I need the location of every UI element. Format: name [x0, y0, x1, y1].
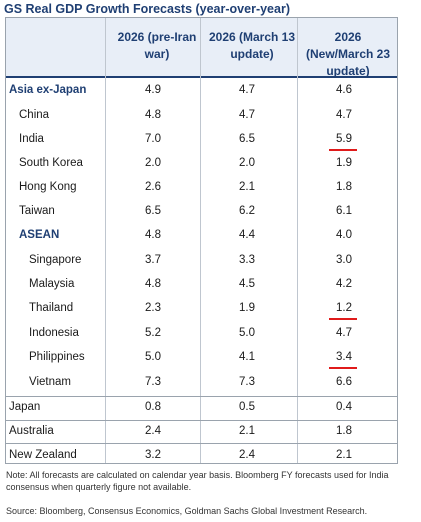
table-row: India 7.0 6.5 5.9 — [6, 129, 397, 153]
table-row: China 4.8 4.7 4.7 — [6, 105, 397, 129]
header-col-march13: 2026 (March 13 update) — [208, 30, 296, 61]
row-value: 4.1 — [239, 351, 255, 363]
row-value: 1.8 — [336, 425, 352, 437]
header-col-pre-iran: 2026 (pre-Iran war) — [117, 30, 197, 61]
row-label: Philippines — [29, 351, 85, 363]
table-row: Japan 0.8 0.5 0.4 — [6, 397, 397, 421]
row-value: 4.7 — [239, 109, 255, 121]
highlight-underline — [329, 318, 357, 320]
row-label: South Korea — [19, 157, 83, 169]
row-value: 3.2 — [145, 449, 161, 461]
footnote: Note: All forecasts are calculated on ca… — [6, 470, 389, 492]
row-value: 4.8 — [145, 278, 161, 290]
row-value: 3.4 — [336, 351, 352, 363]
row-label: New Zealand — [9, 449, 77, 461]
row-value: 1.8 — [336, 181, 352, 193]
row-value: 2.3 — [145, 302, 161, 314]
row-value: 5.9 — [336, 133, 352, 145]
row-value: 0.5 — [239, 401, 255, 413]
row-value: 5.0 — [239, 327, 255, 339]
row-value: 5.2 — [145, 327, 161, 339]
col-divider — [105, 18, 106, 463]
table-row: Asia ex-Japan 4.9 4.7 4.6 — [6, 80, 397, 104]
row-value: 7.0 — [145, 133, 161, 145]
row-value: 4.9 — [145, 84, 161, 96]
row-label: Japan — [9, 401, 41, 413]
row-value: 2.0 — [145, 157, 161, 169]
row-value: 6.2 — [239, 205, 255, 217]
row-label: Australia — [9, 425, 54, 437]
row-value: 4.7 — [336, 327, 352, 339]
table-row: Singapore 3.7 3.3 3.0 — [6, 250, 397, 274]
row-value: 4.7 — [239, 84, 255, 96]
row-label: Singapore — [29, 254, 82, 266]
table-row: Malaysia 4.8 4.5 4.2 — [6, 274, 397, 298]
row-value: 2.1 — [239, 425, 255, 437]
col-divider — [297, 18, 298, 463]
col-divider — [200, 18, 201, 463]
row-value: 2.0 — [239, 157, 255, 169]
row-value: 0.8 — [145, 401, 161, 413]
gdp-forecast-table: 2026 (pre-Iran war) 2026 (March 13 updat… — [5, 17, 398, 464]
row-label: Malaysia — [29, 278, 75, 290]
table-row: Indonesia 5.2 5.0 4.7 — [6, 323, 397, 347]
row-value: 7.3 — [239, 376, 255, 388]
table-row: ASEAN 4.8 4.4 4.0 — [6, 225, 397, 249]
row-value: 4.0 — [336, 229, 352, 241]
source-line: Source: Bloomberg, Consensus Economics, … — [6, 506, 368, 516]
row-value: 4.7 — [336, 109, 352, 121]
row-value: 3.0 — [336, 254, 352, 266]
row-label: Hong Kong — [19, 181, 77, 193]
highlight-underline — [329, 367, 357, 369]
row-value: 4.6 — [336, 84, 352, 96]
row-value: 6.5 — [145, 205, 161, 217]
row-value: 4.8 — [145, 229, 161, 241]
row-value: 3.3 — [239, 254, 255, 266]
table-row: Hong Kong 2.6 2.1 1.8 — [6, 177, 397, 201]
row-value: 6.1 — [336, 205, 352, 217]
row-value: 4.2 — [336, 278, 352, 290]
row-value: 1.2 — [336, 302, 352, 314]
row-label: Asia ex-Japan — [9, 84, 87, 96]
row-separator — [6, 396, 397, 397]
row-value: 4.8 — [145, 109, 161, 121]
row-value: 6.5 — [239, 133, 255, 145]
table-header: 2026 (pre-Iran war) 2026 (March 13 updat… — [6, 18, 397, 78]
table-title: GS Real GDP Growth Forecasts (year-over-… — [4, 2, 290, 16]
row-separator — [6, 420, 397, 421]
row-label: India — [19, 133, 44, 145]
row-label: Thailand — [29, 302, 74, 314]
row-value: 1.9 — [336, 157, 352, 169]
table-row: Vietnam 7.3 7.3 6.6 — [6, 372, 397, 396]
row-label: Taiwan — [19, 205, 55, 217]
row-value: 1.9 — [239, 302, 255, 314]
row-label: ASEAN — [19, 229, 60, 241]
row-value: 7.3 — [145, 376, 161, 388]
table-row: Taiwan 6.5 6.2 6.1 — [6, 201, 397, 225]
row-label: Vietnam — [29, 376, 71, 388]
highlight-underline — [329, 149, 357, 151]
table-row: New Zealand 3.2 2.4 2.1 — [6, 445, 397, 469]
row-value: 2.6 — [145, 181, 161, 193]
row-label: Indonesia — [29, 327, 79, 339]
row-value: 0.4 — [336, 401, 352, 413]
table-row: Thailand 2.3 1.9 1.2 — [6, 298, 397, 322]
table-row: Australia 2.4 2.1 1.8 — [6, 421, 397, 445]
row-label: China — [19, 109, 50, 121]
table-row: Philippines 5.0 4.1 3.4 — [6, 347, 397, 371]
row-value: 2.1 — [336, 449, 352, 461]
row-value: 5.0 — [145, 351, 161, 363]
row-value: 4.4 — [239, 229, 255, 241]
header-col-march23: 2026 (New/March 23 update) — [305, 30, 391, 78]
row-value: 2.1 — [239, 181, 255, 193]
row-value: 2.4 — [145, 425, 161, 437]
row-separator — [6, 443, 397, 444]
table-row: South Korea 2.0 2.0 1.9 — [6, 153, 397, 177]
row-value: 3.7 — [145, 254, 161, 266]
row-value: 2.4 — [239, 449, 255, 461]
row-value: 4.5 — [239, 278, 255, 290]
row-value: 6.6 — [336, 376, 352, 388]
